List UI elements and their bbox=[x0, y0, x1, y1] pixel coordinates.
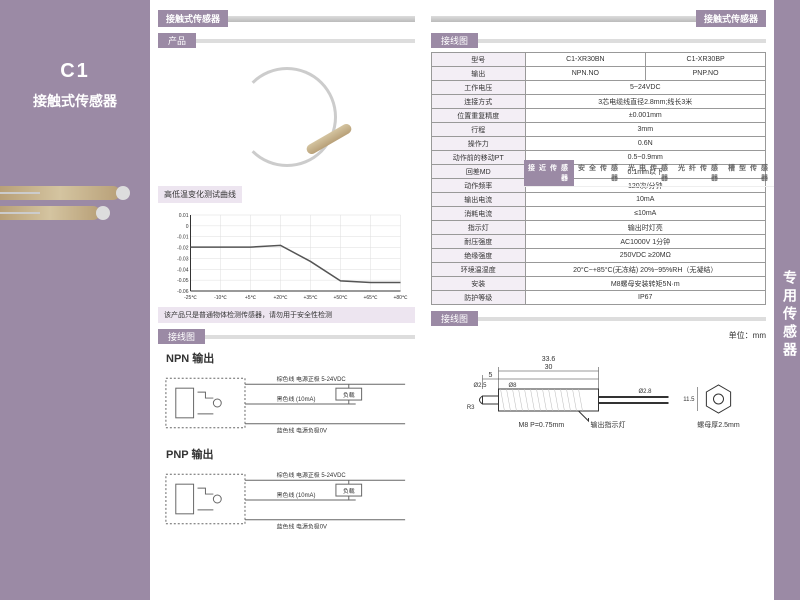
table-row: 操作力0.6N bbox=[432, 137, 766, 151]
section-product: 产品 bbox=[158, 33, 415, 48]
svg-text:-0.03: -0.03 bbox=[177, 256, 189, 262]
table-row: 安装M8螺母安装转矩5N·m bbox=[432, 277, 766, 291]
svg-text:M8 P=0.75mm: M8 P=0.75mm bbox=[519, 422, 565, 429]
side-menu: 槽型传感器光纤传感器光电传感器安全传感器接近传感器 bbox=[724, 160, 774, 187]
pnp-title: PNP 输出 bbox=[166, 446, 415, 462]
table-row: 输出NPN.NOPNP.NO bbox=[432, 67, 766, 81]
product-code: C1 bbox=[0, 60, 150, 83]
svg-text:+50℃: +50℃ bbox=[333, 295, 347, 301]
svg-text:黑色线 (10mA): 黑色线 (10mA) bbox=[277, 491, 316, 499]
section-wiring: 接线图 bbox=[158, 329, 415, 344]
svg-text:-10℃: -10℃ bbox=[214, 295, 227, 301]
table-row: 消耗电流≤10mA bbox=[432, 207, 766, 221]
svg-text:负载: 负载 bbox=[343, 487, 355, 495]
svg-text:棕色线 电源正极 5-24VDC: 棕色线 电源正极 5-24VDC bbox=[277, 375, 347, 383]
svg-text:-0.02: -0.02 bbox=[177, 246, 189, 252]
svg-text:0: 0 bbox=[186, 224, 189, 230]
svg-text:螺母厚2.5mm: 螺母厚2.5mm bbox=[697, 420, 740, 429]
svg-text:0.01: 0.01 bbox=[179, 213, 189, 219]
svg-text:蓝色线 电源负极0V: 蓝色线 电源负极0V bbox=[277, 523, 327, 531]
dimension-drawing: 输出指示灯 5 3033.6 Ø2.5 Ø8 Ø2.8 R3 M8 P=0.75mm 11.5 螺… bbox=[431, 349, 766, 459]
svg-text:Ø2.8: Ø2.8 bbox=[639, 389, 653, 395]
pnp-wiring-diagram: 负载 棕色线 电源正极 5-24VDC 黑色线 (10mA) 蓝色线 电源负极0V bbox=[158, 464, 415, 534]
side-menu-item[interactable]: 安全传感器 bbox=[574, 160, 624, 187]
table-row: 指示灯输出时灯亮 bbox=[432, 221, 766, 235]
table-row: 耐压强度AC1000V 1分钟 bbox=[432, 235, 766, 249]
sensor-photo bbox=[0, 180, 150, 226]
svg-text:黑色线 (10mA): 黑色线 (10mA) bbox=[277, 395, 316, 403]
svg-text:负载: 负载 bbox=[343, 391, 355, 399]
svg-text:-25℃: -25℃ bbox=[184, 295, 197, 301]
right-column: 接触式传感器 接线图 型号C1-XR30BNC1-XR30BP输出NPN.NOP… bbox=[423, 0, 774, 600]
svg-text:输出指示灯: 输出指示灯 bbox=[591, 420, 626, 429]
svg-text:30: 30 bbox=[545, 364, 553, 371]
svg-text:+65℃: +65℃ bbox=[363, 295, 377, 301]
svg-text:+5℃: +5℃ bbox=[245, 295, 257, 301]
product-title: 接触式传感器 bbox=[0, 91, 150, 111]
side-tab: 专用传感器 槽型传感器光纤传感器光电传感器安全传感器接近传感器 bbox=[774, 0, 800, 600]
svg-text:+20℃: +20℃ bbox=[273, 295, 287, 301]
warning-text: 该产品只是普通物体检测传感器，请勿用于安全性检测 bbox=[158, 307, 415, 323]
section-dim: 接线图 bbox=[431, 311, 766, 326]
temperature-chart: 0.010-0.01-0.02-0.03-0.04-0.05-0.06-25℃-… bbox=[158, 211, 415, 301]
left-panel: C1 接触式传感器 bbox=[0, 0, 150, 600]
side-menu-item[interactable]: 光纤传感器 bbox=[674, 160, 724, 187]
table-row: 位置重复精度±0.001mm bbox=[432, 109, 766, 123]
npn-wiring-diagram: 负载 棕色线 电源正极 5-24VDC 黑色线 (10mA) 蓝色线 电源负极0V bbox=[158, 368, 415, 438]
right-page-header: 接触式传感器 bbox=[431, 10, 766, 27]
svg-text:R3: R3 bbox=[467, 405, 475, 411]
svg-text:5: 5 bbox=[489, 372, 493, 379]
side-menu-item[interactable]: 接近传感器 bbox=[524, 160, 574, 187]
svg-text:33.6: 33.6 bbox=[542, 356, 556, 363]
product-image bbox=[158, 52, 415, 182]
side-menu-item[interactable]: 槽型传感器 bbox=[724, 160, 774, 187]
npn-title: NPN 输出 bbox=[166, 350, 415, 366]
side-menu-item[interactable]: 光电传感器 bbox=[624, 160, 674, 187]
svg-text:蓝色线 电源负极0V: 蓝色线 电源负极0V bbox=[277, 427, 327, 435]
table-row: 输出电流10mA bbox=[432, 193, 766, 207]
svg-text:+80℃: +80℃ bbox=[393, 295, 407, 301]
table-row: 绝缘强度250VDC ≥20MΩ bbox=[432, 249, 766, 263]
section-spec: 接线图 bbox=[431, 33, 766, 48]
table-row: 连接方式3芯电缆线直径2.8mm;线长3米 bbox=[432, 95, 766, 109]
svg-text:-0.05: -0.05 bbox=[177, 278, 189, 284]
table-row: 工作电压5~24VDC bbox=[432, 81, 766, 95]
svg-text:-0.01: -0.01 bbox=[177, 235, 189, 241]
svg-text:+35℃: +35℃ bbox=[303, 295, 317, 301]
dim-unit: 单位：mm bbox=[431, 330, 766, 341]
mid-column: 接触式传感器 产品 高低温变化测试曲线 0.01 0 -0.01 -0.02 -0.03… bbox=[150, 0, 423, 600]
table-row: 防护等级IP67 bbox=[432, 291, 766, 305]
table-row: 环境温湿度20°C~+85°C(无冻结) 20%~95%RH（无凝结） bbox=[432, 263, 766, 277]
table-row: 型号C1-XR30BNC1-XR30BP bbox=[432, 53, 766, 67]
svg-text:-0.04: -0.04 bbox=[177, 267, 189, 273]
chart-caption: 高低温变化测试曲线 bbox=[158, 186, 242, 203]
table-row: 行程3mm bbox=[432, 123, 766, 137]
svg-text:Ø8: Ø8 bbox=[509, 383, 518, 389]
svg-text:11.5: 11.5 bbox=[683, 397, 695, 403]
svg-text:棕色线 电源正极 5-24VDC: 棕色线 电源正极 5-24VDC bbox=[277, 471, 347, 479]
mid-page-header: 接触式传感器 bbox=[158, 10, 415, 27]
svg-text:Ø2.5: Ø2.5 bbox=[473, 383, 487, 389]
